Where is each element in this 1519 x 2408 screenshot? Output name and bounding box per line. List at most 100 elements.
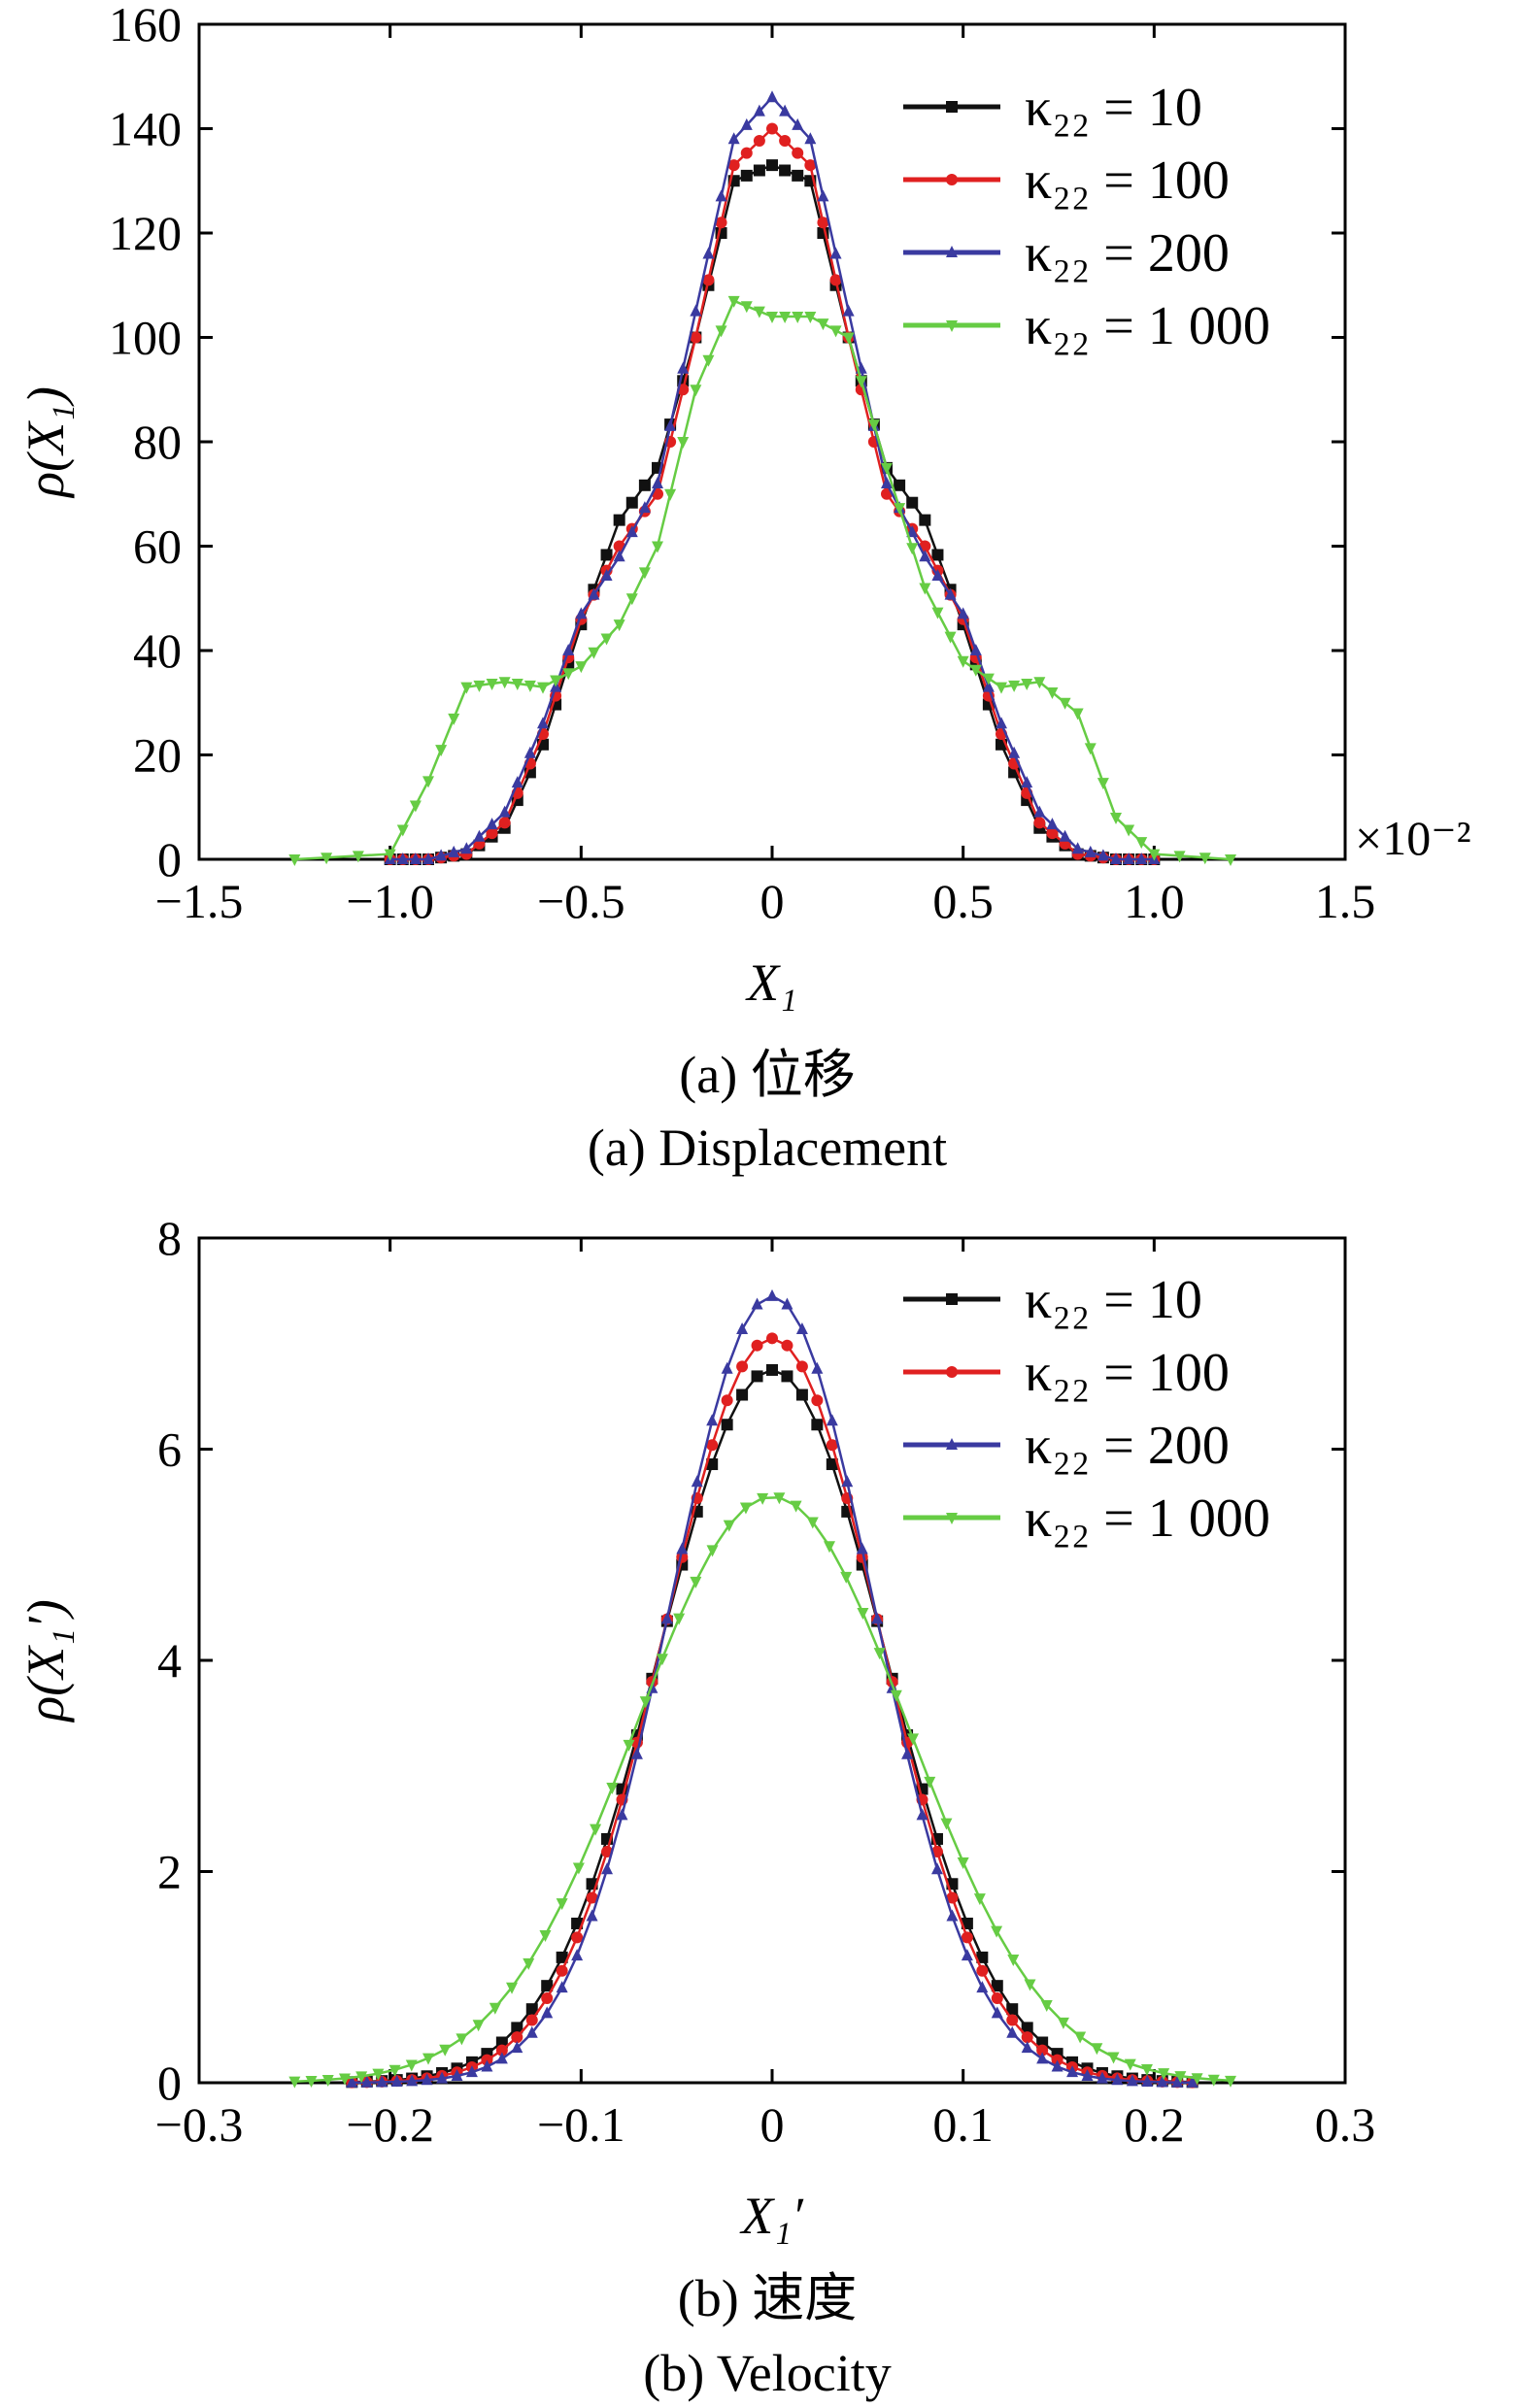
legend-b: κ₂₂ = 10 κ₂₂ = 100 κ₂₂ = 200 κ₂₂ = 1 000 [903, 1270, 1270, 1549]
data-point-2 [856, 1542, 868, 1555]
data-point-2 [690, 304, 702, 317]
data-point-2 [511, 2041, 523, 2054]
data-point-1 [766, 1332, 778, 1345]
data-point-2 [715, 189, 727, 202]
data-point-2 [817, 189, 829, 202]
data-point-3 [355, 2071, 368, 2084]
data-point-2 [571, 1949, 584, 1961]
data-point-3 [804, 312, 817, 323]
legend-swatch-marker [946, 1438, 958, 1450]
data-point-3 [1033, 677, 1046, 689]
y-tick-label: 8 [157, 1211, 182, 1265]
data-point-1 [690, 331, 702, 344]
data-point-3 [779, 312, 792, 323]
caption-cn-a: (a) 位移 [679, 1046, 855, 1104]
data-point-3 [792, 312, 804, 323]
data-point-1 [792, 147, 804, 159]
data-point-2 [1084, 845, 1097, 857]
data-point-3 [556, 1898, 568, 1911]
data-point-1 [511, 2031, 523, 2044]
data-point-3 [991, 1925, 1003, 1938]
legend-entry-3: κ₂₂ = 1 000 [903, 296, 1270, 356]
x-tick-label: 0 [760, 2097, 785, 2152]
x-tick-label: 0 [760, 874, 785, 928]
data-point-3 [600, 633, 613, 646]
data-point-2 [523, 746, 536, 758]
data-point-3 [575, 661, 588, 674]
data-point-3 [550, 675, 562, 687]
data-point-3 [288, 2076, 301, 2089]
data-point-2 [498, 805, 511, 818]
y-tick-label: 120 [109, 206, 182, 260]
data-point-3 [829, 325, 842, 338]
data-point-3 [562, 668, 575, 681]
data-point-2 [346, 2075, 358, 2088]
data-point-3 [727, 295, 740, 308]
data-point-0 [976, 1951, 989, 1963]
data-point-1 [811, 1394, 824, 1407]
data-point-3 [1040, 2000, 1053, 2013]
data-point-0 [721, 1419, 733, 1431]
data-point-3 [806, 1517, 819, 1529]
data-point-2 [406, 2074, 419, 2087]
data-point-2 [616, 1808, 628, 1821]
data-point-3 [321, 2074, 334, 2087]
data-point-3 [1123, 824, 1135, 837]
data-point-3 [606, 1783, 619, 1795]
legend-label: κ₂₂ = 100 [1025, 1343, 1230, 1403]
data-point-3 [372, 2068, 385, 2081]
data-point-3 [940, 1818, 953, 1830]
data-point-3 [625, 593, 638, 606]
legend-entry-0: κ₂₂ = 10 [903, 78, 1202, 138]
y-tick-label: 4 [157, 1633, 182, 1688]
data-point-3 [472, 2020, 485, 2032]
data-point-2 [495, 2052, 508, 2064]
legend-swatch-marker [946, 320, 958, 332]
legend-label: κ₂₂ = 200 [1025, 1416, 1230, 1476]
data-point-3 [1059, 697, 1071, 710]
legend-swatch-marker [946, 1293, 958, 1305]
data-point-1 [766, 122, 778, 135]
data-point-2 [931, 568, 944, 581]
data-point-1 [946, 1891, 959, 1904]
data-point-0 [740, 169, 753, 182]
data-point-3 [1158, 2068, 1170, 2081]
caption-cn-b: (b) 速度 [678, 2269, 857, 2327]
data-point-2 [664, 418, 677, 431]
data-point-3 [766, 312, 778, 323]
data-point-2 [451, 2069, 463, 2082]
data-point-1 [736, 1360, 749, 1373]
data-point-2 [781, 1297, 793, 1310]
data-point-1 [495, 2044, 508, 2057]
data-point-0 [1021, 2022, 1033, 2034]
data-point-2 [766, 1288, 778, 1301]
data-point-3 [1074, 2031, 1087, 2044]
data-point-2 [944, 587, 957, 600]
data-point-3 [664, 488, 677, 501]
data-point-2 [435, 849, 448, 861]
x-tick-label: 0.1 [932, 2097, 994, 2152]
legend-entry-2: κ₂₂ = 200 [903, 1416, 1230, 1476]
x-axis-multiplier-a: ×10⁻² [1355, 811, 1471, 865]
data-point-2 [1135, 853, 1148, 864]
series-line-3 [294, 299, 1232, 861]
data-point-1 [817, 217, 829, 229]
data-point-1 [751, 1339, 763, 1352]
series-line-0 [352, 1368, 1193, 2084]
data-point-3 [460, 682, 473, 694]
data-point-3 [409, 800, 422, 813]
data-point-3 [1135, 837, 1148, 850]
data-point-3 [931, 607, 944, 619]
data-point-2 [961, 1949, 973, 1961]
y-tick-label: 40 [133, 623, 182, 678]
legend-label: κ₂₂ = 10 [1025, 78, 1202, 138]
legend-entry-0: κ₂₂ = 10 [903, 1270, 1202, 1330]
data-point-2 [916, 1808, 928, 1821]
data-point-3 [448, 713, 460, 725]
data-point-0 [625, 496, 638, 509]
data-point-1 [1006, 2014, 1019, 2026]
data-point-0 [919, 514, 931, 526]
data-point-0 [600, 549, 613, 561]
data-point-1 [826, 1439, 838, 1452]
